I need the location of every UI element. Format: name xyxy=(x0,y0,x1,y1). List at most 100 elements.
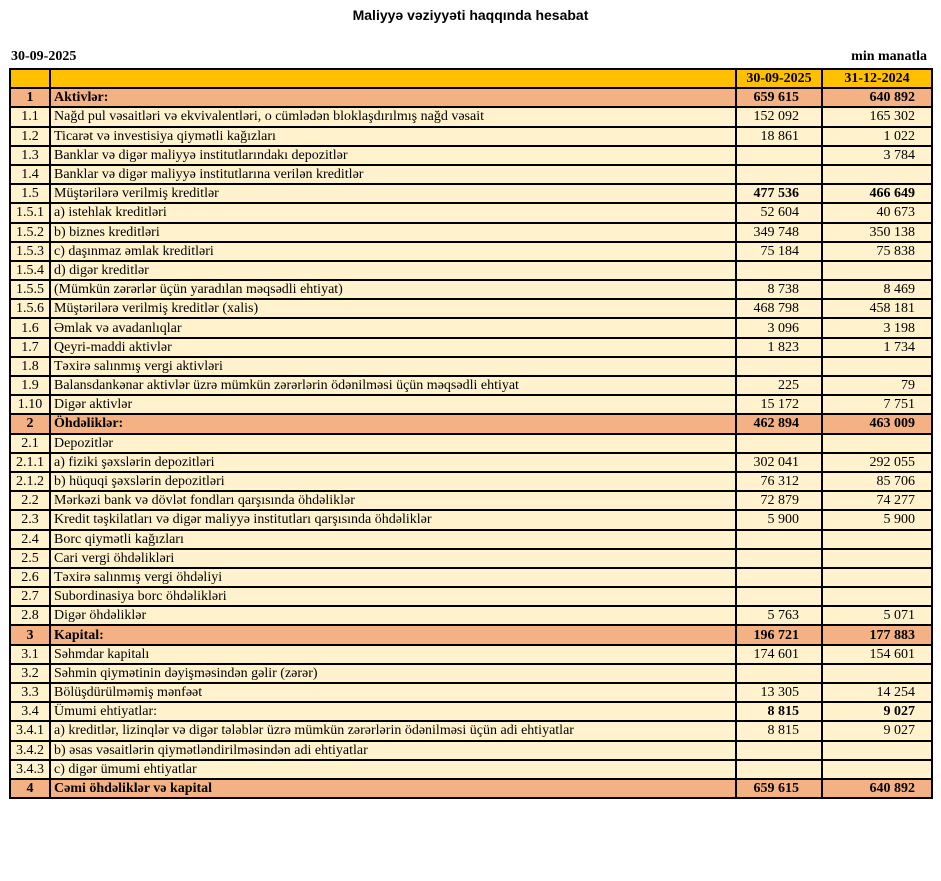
value-2025-09-30: 659 615 xyxy=(735,87,823,109)
row-label: Cari vergi öhdəlikləri xyxy=(49,547,737,569)
value-2024-12-31: 5 900 xyxy=(821,509,933,531)
value-2025-09-30: 13 305 xyxy=(735,681,823,704)
value-2025-09-30: 15 172 xyxy=(735,394,823,416)
row-number: 2.8 xyxy=(9,605,51,627)
unit-label: min manatla xyxy=(851,49,927,64)
value-2025-09-30 xyxy=(735,547,823,569)
row-number: 1.6 xyxy=(9,317,51,339)
row-label: Borc qiymətli kağızları xyxy=(49,528,737,550)
value-2024-12-31 xyxy=(821,528,933,550)
row-number: 3.4.2 xyxy=(9,739,51,761)
row-number: 2.3 xyxy=(9,509,51,531)
table-row: 3.1 Səhmdar kapitalı 174 601 154 601 xyxy=(9,643,933,665)
row-label: Səhmdar kapitalı xyxy=(49,643,737,665)
value-2024-12-31: 3 784 xyxy=(821,144,933,166)
header-no xyxy=(9,67,51,90)
row-number: 1.10 xyxy=(9,394,51,416)
table-row: 1.5.6 Müştərilərə verilmiş kreditlər (xal… xyxy=(9,298,933,320)
row-number: 2.1 xyxy=(9,432,51,454)
value-2024-12-31: 640 892 xyxy=(821,777,933,800)
value-2025-09-30 xyxy=(735,758,823,780)
value-2025-09-30: 152 092 xyxy=(735,106,823,128)
row-label: Banklar və digər maliyyə institutlarında… xyxy=(49,144,737,166)
row-number: 2.1.1 xyxy=(9,451,51,473)
table-row: 1.10 Digər aktivlər 15 172 7 751 xyxy=(9,394,933,416)
value-2024-12-31 xyxy=(821,547,933,569)
row-number: 2 xyxy=(9,413,51,435)
value-2024-12-31: 74 277 xyxy=(821,490,933,512)
row-label: Qeyri-maddi aktivlər xyxy=(49,336,737,358)
row-label: Təxirə salınmış vergi öhdəliyi xyxy=(49,566,737,589)
row-number: 3 xyxy=(9,624,51,646)
value-2024-12-31: 9 027 xyxy=(821,701,933,723)
value-2024-12-31: 292 055 xyxy=(821,451,933,473)
row-label: b) biznes kreditləri xyxy=(49,221,737,243)
table-row: 1.6 Əmlak və avadanlıqlar 3 096 3 198 xyxy=(9,317,933,339)
value-2025-09-30 xyxy=(735,259,823,282)
header-label xyxy=(49,67,737,90)
value-2024-12-31: 458 181 xyxy=(821,298,933,320)
value-2024-12-31: 640 892 xyxy=(821,87,933,109)
row-number: 1.1 xyxy=(9,106,51,128)
value-2025-09-30 xyxy=(735,355,823,378)
value-2025-09-30: 8 815 xyxy=(735,701,823,723)
value-2024-12-31: 85 706 xyxy=(821,470,933,493)
row-label: c) digər ümumi ehtiyatlar xyxy=(49,758,737,780)
section-row: 3 Kapital: 196 721 177 883 xyxy=(9,624,933,646)
table-body: 30-09-2025 31-12-2024 1 Aktivlər: 659 615 6… xyxy=(9,67,933,800)
row-label: c) daşınmaz əmlak kreditləri xyxy=(49,240,737,262)
value-2025-09-30: 52 604 xyxy=(735,202,823,224)
table-row: 1.1 Nağd pul vəsaitləri və ekvivalentləri… xyxy=(9,106,933,128)
row-number: 1.4 xyxy=(9,163,51,186)
value-2025-09-30: 225 xyxy=(735,374,823,397)
value-2025-09-30: 1 823 xyxy=(735,336,823,358)
table-row: 3.4 Ümumi ehtiyatlar: 8 815 9 027 xyxy=(9,701,933,723)
table-row: 2.7 Subordinasiya borc öhdəlikləri xyxy=(9,586,933,608)
row-number: 2.7 xyxy=(9,586,51,608)
value-2024-12-31: 466 649 xyxy=(821,183,933,205)
table-row: 2.3 Kredit təşkilatları və digər maliyyə … xyxy=(9,509,933,531)
table-row: 2.5 Cari vergi öhdəlikləri xyxy=(9,547,933,569)
row-number: 1.5.4 xyxy=(9,259,51,282)
row-number: 3.4.3 xyxy=(9,758,51,780)
row-number: 1.5.6 xyxy=(9,298,51,320)
page-title: Maliyyə vəziyyəti haqqında hesabat xyxy=(352,7,589,23)
table-row: 3.2 Səhmin qiymətinin dəyişməsindən gəlir… xyxy=(9,662,933,685)
value-2025-09-30: 8 738 xyxy=(735,279,823,301)
row-label: Depozitlər xyxy=(49,432,737,454)
value-2024-12-31 xyxy=(821,586,933,608)
row-label: Digər aktivlər xyxy=(49,394,737,416)
row-label: Səhmin qiymətinin dəyişməsindən gəlir (z… xyxy=(49,662,737,685)
table-row: 1.9 Balansdankənar aktivlər üzrə mümkün z… xyxy=(9,374,933,397)
row-number: 3.3 xyxy=(9,681,51,704)
value-2024-12-31 xyxy=(821,566,933,589)
value-2024-12-31 xyxy=(821,758,933,780)
table-row: 3.4.3 c) digər ümumi ehtiyatlar xyxy=(9,758,933,780)
row-number: 3.4 xyxy=(9,701,51,723)
value-2024-12-31: 14 254 xyxy=(821,681,933,704)
header-col-1: 30-09-2025 xyxy=(735,67,823,90)
value-2025-09-30 xyxy=(735,739,823,761)
row-number: 1.7 xyxy=(9,336,51,358)
table-row: 1.4 Banklar və digər maliyyə institutları… xyxy=(9,163,933,186)
value-2024-12-31 xyxy=(821,259,933,282)
row-label: a) kreditlər, lizinqlər və digər tələblə… xyxy=(49,720,737,742)
balance-sheet-table: 30-09-2025 31-12-2024 1 Aktivlər: 659 615 6… xyxy=(9,67,933,800)
row-label: Ticarət və investisiya qiymətli kağızlar… xyxy=(49,125,737,147)
table-row: 1.5 Müştərilərə verilmiş kreditlər 477 536… xyxy=(9,183,933,205)
value-2024-12-31: 1 022 xyxy=(821,125,933,147)
value-2024-12-31: 177 883 xyxy=(821,624,933,646)
value-2025-09-30: 75 184 xyxy=(735,240,823,262)
value-2024-12-31 xyxy=(821,432,933,454)
value-2024-12-31: 9 027 xyxy=(821,720,933,742)
row-label: Müştərilərə verilmiş kreditlər xyxy=(49,183,737,205)
section-row: 1 Aktivlər: 659 615 640 892 xyxy=(9,87,933,109)
row-label: Əmlak və avadanlıqlar xyxy=(49,317,737,339)
table-header-row: 30-09-2025 31-12-2024 xyxy=(9,67,933,90)
row-label: Kapital: xyxy=(49,624,737,646)
value-2025-09-30: 3 096 xyxy=(735,317,823,339)
row-label: Kredit təşkilatları və digər maliyyə ins… xyxy=(49,509,737,531)
row-label: Digər öhdəliklər xyxy=(49,605,737,627)
row-number: 2.4 xyxy=(9,528,51,550)
table-row: 2.1 Depozitlər xyxy=(9,432,933,454)
